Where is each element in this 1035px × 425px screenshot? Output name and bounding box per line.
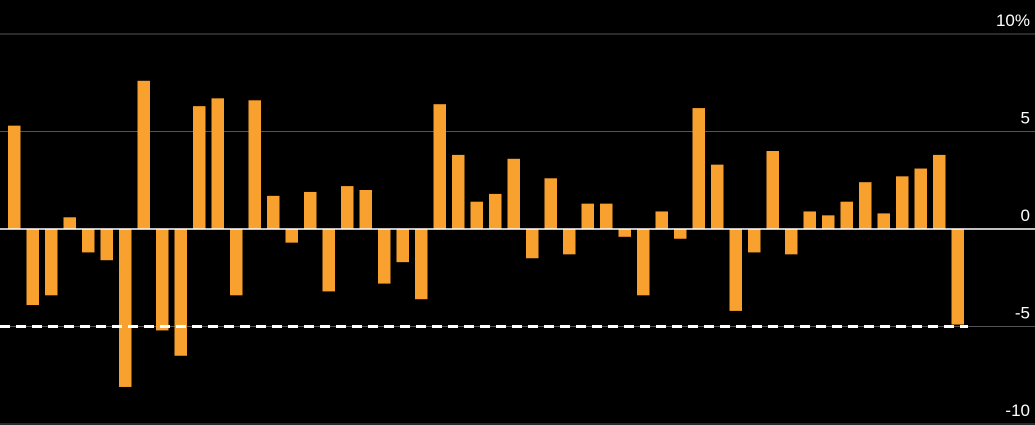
y-tick-label: 10% — [996, 11, 1030, 30]
bar — [341, 186, 354, 229]
bar — [896, 176, 909, 229]
bar — [304, 191, 317, 229]
bar — [914, 168, 927, 229]
bar — [489, 193, 502, 229]
bar — [211, 98, 224, 229]
bar — [8, 125, 21, 229]
bar — [193, 106, 206, 229]
bar — [692, 108, 705, 229]
bar — [859, 182, 872, 229]
bar — [637, 229, 650, 296]
bar — [674, 229, 687, 239]
bar — [840, 201, 853, 229]
bar — [748, 229, 761, 253]
bar — [63, 217, 76, 229]
bar — [933, 154, 946, 229]
bar — [526, 229, 539, 259]
bar — [359, 190, 372, 229]
bar — [618, 229, 631, 237]
bar — [803, 211, 816, 229]
bar — [711, 164, 724, 229]
bar — [951, 229, 964, 325]
bar — [415, 229, 428, 300]
bar — [785, 229, 798, 255]
bar — [119, 229, 132, 387]
bar — [230, 229, 243, 296]
bar — [26, 229, 39, 306]
bar — [45, 229, 58, 296]
y-tick-label: 5 — [1021, 109, 1030, 128]
bar — [655, 211, 668, 229]
bar — [822, 215, 835, 229]
bar — [248, 100, 261, 229]
bar — [82, 229, 95, 253]
bar — [137, 80, 150, 229]
bar — [267, 195, 280, 229]
bar — [729, 229, 742, 311]
bar — [544, 178, 557, 229]
bar — [322, 229, 335, 292]
bar — [877, 213, 890, 229]
bar — [100, 229, 113, 261]
y-tick-label: 0 — [1021, 206, 1030, 225]
bar — [156, 229, 169, 331]
bar — [174, 229, 187, 356]
bar — [470, 201, 483, 229]
bar — [452, 154, 465, 229]
y-tick-label: -10 — [1005, 401, 1030, 420]
bar — [581, 203, 594, 229]
bar — [285, 229, 298, 243]
y-tick-label: -5 — [1015, 304, 1030, 323]
bar — [600, 203, 613, 229]
bar — [378, 229, 391, 284]
bar — [396, 229, 409, 263]
bar — [563, 229, 576, 255]
bar — [507, 158, 520, 229]
bar — [766, 151, 779, 229]
bar — [433, 104, 446, 229]
